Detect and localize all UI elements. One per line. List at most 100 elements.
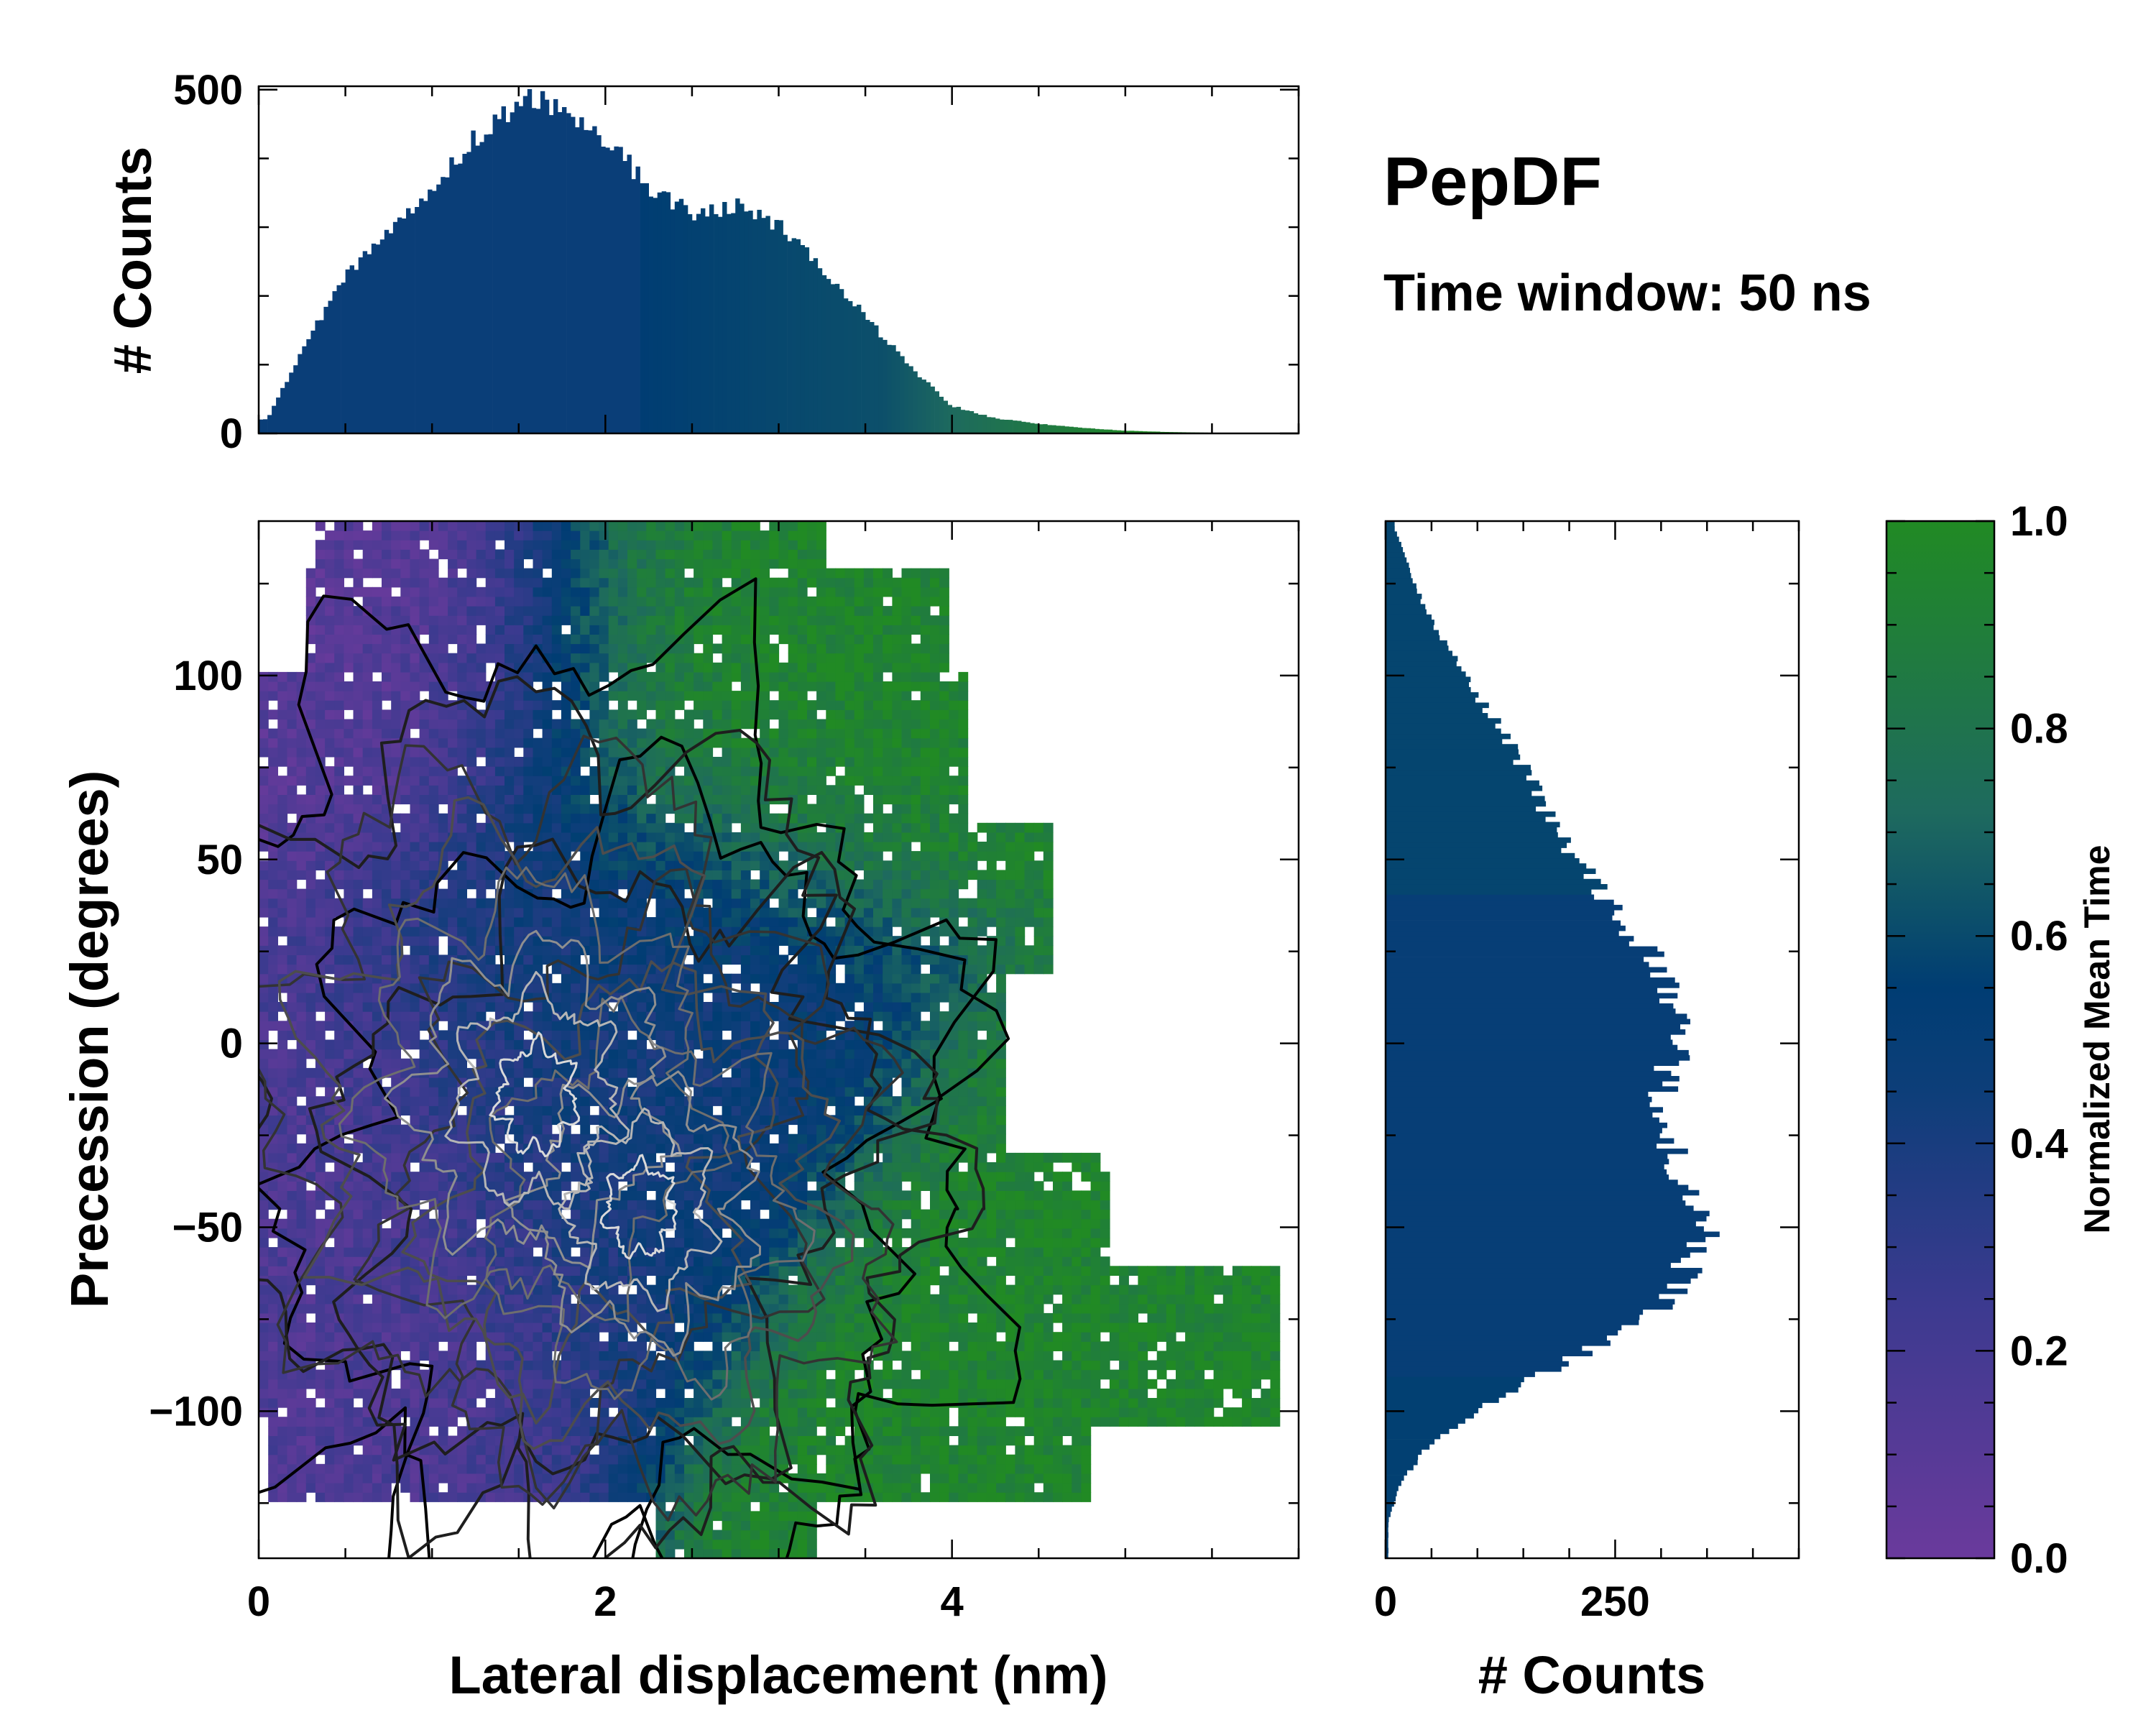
heatmap-cell — [268, 1454, 278, 1465]
heatmap-cell — [353, 1407, 364, 1417]
heatmap-cell — [533, 1360, 543, 1371]
heatmap-cell — [391, 662, 401, 673]
heatmap-cell — [617, 851, 628, 861]
heatmap-cell — [533, 530, 543, 540]
heatmap-cell — [533, 662, 543, 673]
heatmap-cell — [608, 964, 619, 975]
heatmap-cell — [712, 1002, 723, 1012]
heatmap-cell — [505, 1067, 515, 1078]
heatmap-cell — [722, 794, 732, 805]
heatmap-cell — [325, 954, 335, 965]
heatmap-cell — [448, 757, 458, 767]
heatmap-cell — [589, 804, 600, 814]
heatmap-cell — [571, 766, 581, 776]
heatmap-cell — [542, 1284, 553, 1295]
heatmap-cell — [694, 1238, 704, 1248]
heatmap-cell — [438, 737, 448, 748]
heatmap-cell — [391, 1143, 401, 1154]
heatmap-cell — [731, 1398, 742, 1408]
heatmap-cell — [712, 709, 723, 720]
heatmap-cell — [353, 653, 364, 663]
heatmap-cell — [627, 558, 637, 569]
heatmap-cell — [362, 1492, 373, 1502]
heatmap-cell — [448, 1238, 458, 1248]
heatmap-cell — [382, 1228, 392, 1238]
heatmap-cell — [533, 747, 543, 758]
heatmap-cell — [523, 945, 534, 955]
heatmap-cell — [514, 1133, 524, 1144]
heatmap-cell — [344, 1077, 354, 1087]
heatmap-cell — [353, 728, 364, 739]
heatmap-cell — [523, 521, 534, 531]
heatmap-cell — [485, 737, 496, 748]
heatmap-cell — [428, 681, 439, 691]
heatmap-cell — [674, 1398, 685, 1408]
heatmap-cell — [466, 983, 477, 993]
heatmap-cell — [684, 691, 694, 701]
heatmap-cell — [457, 747, 467, 758]
heatmap-cell — [599, 1445, 609, 1455]
heatmap-cell — [505, 700, 515, 710]
heatmap-cell — [485, 794, 496, 805]
heatmap-cell — [617, 1049, 628, 1059]
heatmap-cell — [410, 586, 420, 597]
heatmap-cell — [722, 549, 732, 560]
heatmap-cell — [694, 596, 704, 607]
heatmap-cell — [287, 709, 298, 720]
heatmap-cell — [287, 1398, 298, 1408]
heatmap-cell — [476, 1209, 487, 1220]
heatmap-cell — [466, 1483, 477, 1493]
heatmap-cell — [646, 1200, 657, 1210]
heatmap-cell — [344, 1445, 354, 1455]
heatmap-cell — [400, 1398, 411, 1408]
heatmap-cell — [296, 1417, 307, 1427]
heatmap-cell — [674, 1030, 685, 1041]
heatmap-cell — [457, 1454, 467, 1465]
heatmap-cell — [353, 700, 364, 710]
heatmap-cell — [287, 1002, 298, 1012]
heatmap-cell — [617, 870, 628, 880]
heatmap-cell — [637, 964, 647, 975]
heatmap-cell — [722, 870, 732, 880]
heatmap-cell — [362, 1115, 373, 1126]
heatmap-cell — [344, 540, 354, 550]
heatmap-cell — [485, 568, 496, 579]
heatmap-cell — [277, 1143, 288, 1154]
heatmap-cell — [684, 558, 694, 569]
heatmap-cell — [315, 1200, 326, 1210]
heatmap-cell — [533, 794, 543, 805]
heatmap-cell — [268, 898, 278, 908]
heatmap-cell — [277, 737, 288, 748]
heatmap-cell — [428, 832, 439, 842]
heatmap-cell — [259, 1105, 269, 1116]
heatmap-cell — [344, 822, 354, 833]
heatmap-cell — [514, 728, 524, 739]
heatmap-cell — [372, 662, 382, 673]
heatmap-cell — [362, 954, 373, 965]
heatmap-cell — [655, 671, 666, 682]
heatmap-cell — [617, 1067, 628, 1078]
heatmap-cell — [466, 1463, 477, 1474]
heatmap-cell — [259, 747, 269, 758]
heatmap-cell — [344, 804, 354, 814]
heatmap-cell — [665, 577, 676, 588]
heatmap-cell — [400, 540, 411, 550]
heatmap-cell — [703, 1002, 714, 1012]
heatmap-cell — [731, 1492, 742, 1502]
heatmap-cell — [410, 870, 420, 880]
heatmap-cell — [551, 625, 562, 635]
heatmap-cell — [571, 1341, 581, 1351]
heatmap-cell — [731, 1049, 742, 1059]
heatmap-cell — [580, 1096, 591, 1106]
heatmap-cell — [655, 747, 666, 758]
heatmap-cell — [722, 842, 732, 852]
heatmap-cell — [494, 728, 505, 739]
heatmap-cell — [410, 662, 420, 673]
heatmap-cell — [551, 586, 562, 597]
heatmap-cell — [674, 1445, 685, 1455]
heatmap-cell — [362, 776, 373, 786]
heatmap-cell — [637, 728, 647, 739]
heatmap-cell — [523, 747, 534, 758]
heatmap-cell — [505, 954, 515, 965]
heatmap-cell — [305, 1077, 316, 1087]
